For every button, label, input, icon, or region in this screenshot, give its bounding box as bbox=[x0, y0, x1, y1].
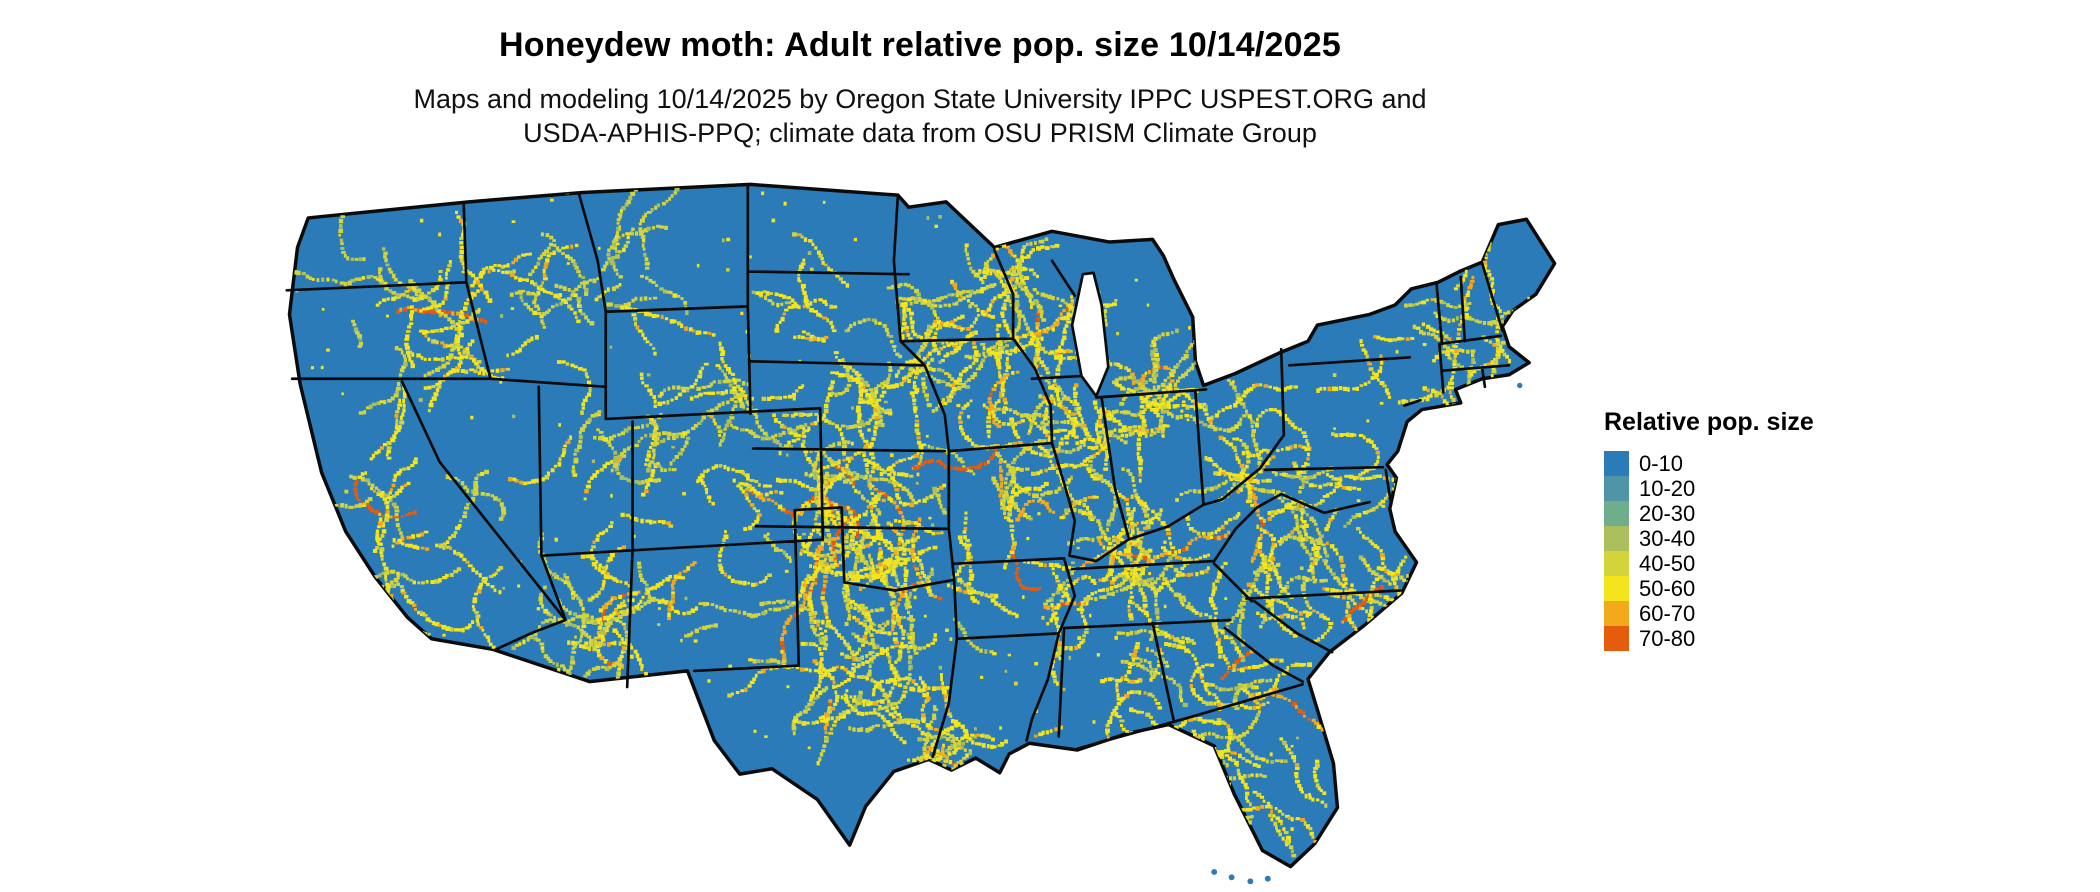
florida-keys bbox=[1211, 382, 1523, 885]
legend-swatch bbox=[1604, 451, 1629, 476]
legend-label: 50-60 bbox=[1639, 575, 1696, 601]
legend-item: 20-30 bbox=[1604, 501, 1814, 526]
legend-label: 0-10 bbox=[1639, 450, 1684, 476]
legend-swatch bbox=[1604, 576, 1629, 601]
legend-swatch bbox=[1604, 501, 1629, 526]
legend-swatch bbox=[1604, 526, 1629, 551]
map-title: Honeydew moth: Adult relative pop. size … bbox=[499, 26, 1341, 64]
legend-rows: 0-10 10-20 20-30 30-40 40-50 50-60 60-70 70-80 bbox=[1604, 451, 1814, 651]
legend-title: Relative pop. size bbox=[1604, 408, 1814, 436]
legend-item: 70-80 bbox=[1604, 626, 1814, 651]
lake-michigan bbox=[1070, 271, 1110, 398]
map-area bbox=[268, 167, 1568, 885]
legend-item: 0-10 bbox=[1604, 451, 1814, 476]
legend-label: 70-80 bbox=[1639, 625, 1696, 651]
legend-label: 40-50 bbox=[1639, 550, 1696, 576]
legend-label: 30-40 bbox=[1639, 525, 1696, 551]
legend-item: 50-60 bbox=[1604, 576, 1814, 601]
state-borders bbox=[285, 183, 1511, 759]
legend-item: 10-20 bbox=[1604, 476, 1814, 501]
legend-swatch bbox=[1604, 551, 1629, 576]
legend-swatch bbox=[1604, 601, 1629, 626]
legend-item: 40-50 bbox=[1604, 551, 1814, 576]
header: Honeydew moth: Adult relative pop. size … bbox=[0, 0, 1840, 151]
legend-swatch bbox=[1604, 626, 1629, 651]
legend-item: 30-40 bbox=[1604, 526, 1814, 551]
legend-label: 10-20 bbox=[1639, 475, 1696, 501]
legend-item: 60-70 bbox=[1604, 601, 1814, 626]
population-raster bbox=[293, 184, 1530, 866]
map-subtitle-line-1: Maps and modeling 10/14/2025 by Oregon S… bbox=[413, 84, 1427, 114]
map-subtitle-line-2: USDA-APHIS-PPQ; climate data from OSU PR… bbox=[523, 117, 1317, 148]
legend: Relative pop. size 0-10 10-20 20-30 30-40 40… bbox=[1604, 408, 1814, 651]
legend-swatch bbox=[1604, 476, 1629, 501]
map-subtitle: Maps and modeling 10/14/2025 by Oregon S… bbox=[0, 83, 1840, 151]
legend-label: 60-70 bbox=[1639, 600, 1696, 626]
legend-label: 20-30 bbox=[1639, 500, 1696, 526]
us-map bbox=[285, 182, 1557, 885]
